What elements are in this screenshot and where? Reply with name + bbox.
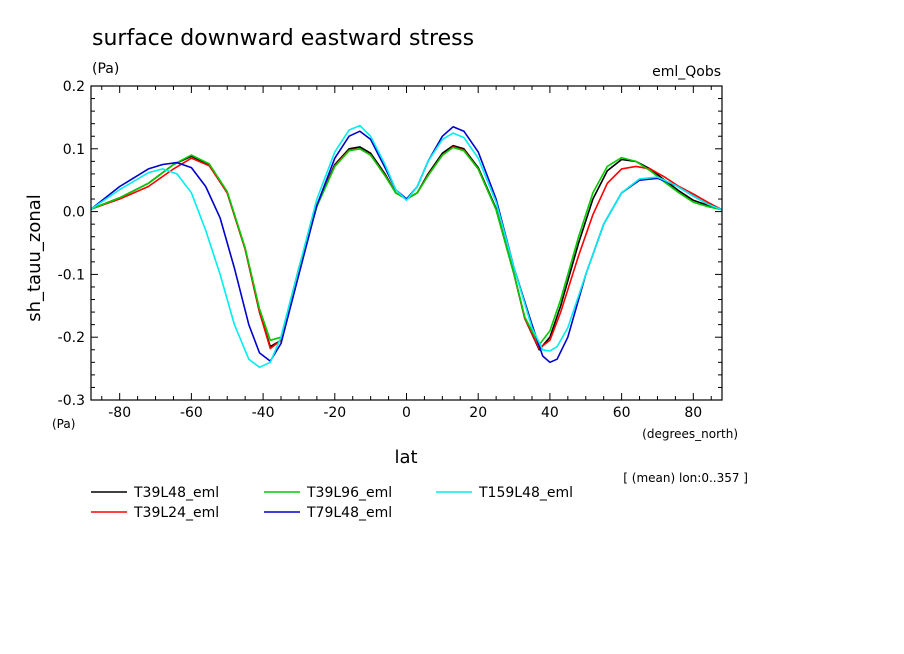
- legend-label: T39L96_eml: [306, 485, 392, 501]
- series-line-t39l24-eml: [90, 146, 723, 350]
- series-line-t39l96-eml: [90, 146, 723, 346]
- x-tick-label: 0: [402, 405, 411, 421]
- x-tick-label: 20: [469, 405, 487, 421]
- series-layer: [90, 124, 723, 369]
- axes-layer: -80 -60 -40 -20 0 20 40 60 80 -0.3 -0.2 -0.1 0.0 0.1 0…: [58, 79, 723, 421]
- experiment-label: eml_Qobs: [652, 64, 721, 80]
- legend-label: T39L24_eml: [133, 505, 219, 521]
- plot-frame: [90, 85, 723, 401]
- y-units-label: (Pa): [52, 417, 75, 431]
- legend-label: T39L48_eml: [133, 485, 219, 501]
- y-tick-label: -0.3: [58, 393, 85, 409]
- units-label: (Pa): [92, 61, 119, 77]
- y-tick-label: 0.2: [63, 79, 85, 95]
- legend: T39L48_eml T39L24_eml T39L96_eml T79L48_eml…: [91, 485, 573, 521]
- legend-label: T79L48_eml: [306, 505, 392, 521]
- y-tick-label: 0.1: [63, 142, 85, 158]
- x-tick-label: -80: [108, 405, 131, 421]
- x-tick-label: 80: [684, 405, 702, 421]
- series-line-t39l48-eml: [90, 144, 723, 351]
- x-axis-label: lat: [394, 447, 417, 468]
- x-tick-label: -20: [323, 405, 346, 421]
- info-label: [ (mean) lon:0..357 ]: [623, 471, 748, 485]
- x-tick-label: 60: [613, 405, 631, 421]
- y-tick-label: -0.2: [58, 330, 85, 346]
- y-axis-label: sh_tauu_zonal: [24, 194, 45, 322]
- chart-title: surface downward eastward stress: [92, 26, 474, 51]
- x-units-label: (degrees_north): [642, 427, 738, 441]
- y-tick-label: 0.0: [63, 205, 85, 221]
- legend-label: T159L48_eml: [478, 485, 573, 501]
- x-tick-label: 40: [541, 405, 559, 421]
- y-tick-label: -0.1: [58, 267, 85, 283]
- x-tick-label: -60: [180, 405, 203, 421]
- x-tick-label: -40: [252, 405, 275, 421]
- series-line-t159l48-eml: [90, 124, 723, 369]
